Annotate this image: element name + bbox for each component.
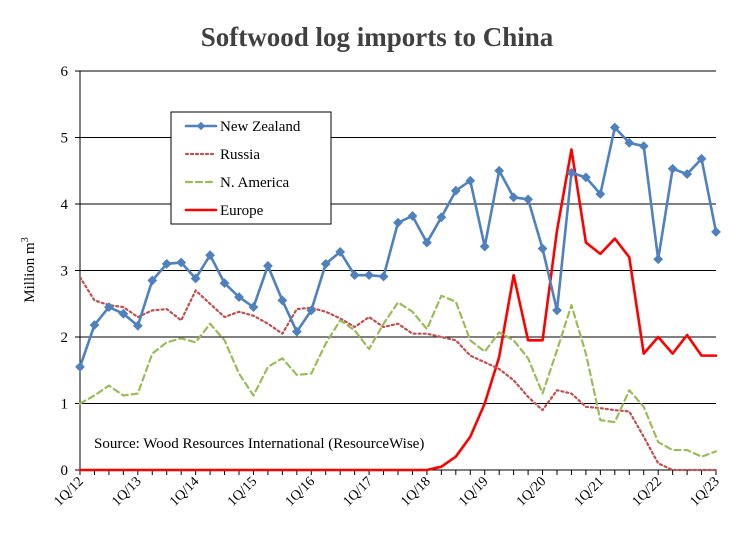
data-point-new-zealand [248, 302, 259, 312]
data-point-new-zealand [219, 278, 230, 289]
data-point-new-zealand [465, 175, 476, 186]
data-point-new-zealand [335, 246, 346, 257]
y-tick-label: 0 [61, 463, 69, 479]
legend-marker-new-zealand [196, 121, 206, 131]
data-point-new-zealand [595, 189, 606, 199]
data-point-new-zealand [132, 320, 143, 331]
data-point-new-zealand [234, 292, 244, 303]
data-point-new-zealand [667, 163, 678, 174]
y-axis-label-text: Million m [22, 242, 38, 303]
y-tick-label: 1 [61, 397, 69, 413]
y-tick-label: 6 [61, 64, 69, 80]
data-point-new-zealand [581, 172, 591, 183]
y-tick-labels: 0 1 2 3 4 5 6 [61, 64, 69, 479]
data-point-new-zealand [306, 305, 317, 316]
data-point-new-zealand [450, 185, 461, 196]
data-point-new-zealand [479, 241, 490, 252]
series-line-n-america [78, 294, 718, 458]
data-point-new-zealand [263, 260, 273, 271]
data-point-new-zealand [653, 254, 664, 265]
series-line-russia [78, 276, 718, 472]
y-tick-label: 5 [61, 131, 69, 147]
data-point-new-zealand [190, 273, 201, 284]
y-tick-label: 2 [61, 330, 69, 346]
legend-box [170, 111, 332, 225]
data-point-new-zealand [436, 212, 447, 223]
data-point-new-zealand [349, 270, 360, 281]
data-point-new-zealand [176, 257, 187, 268]
data-point-new-zealand [566, 167, 577, 178]
data-point-new-zealand [494, 165, 505, 176]
data-point-new-zealand [609, 122, 620, 133]
y-axis-label-superscript: 3 [20, 237, 31, 242]
data-point-new-zealand [537, 243, 548, 254]
data-point-new-zealand [118, 308, 129, 319]
legend-label-russia: Russia [220, 147, 260, 163]
data-point-new-zealand [407, 211, 418, 221]
data-point-new-zealand [378, 271, 389, 282]
data-point-new-zealand [682, 169, 692, 179]
data-point-new-zealand [552, 305, 562, 316]
data-point-new-zealand [508, 192, 519, 203]
y-axis-label: Million m3 [20, 237, 38, 302]
data-point-new-zealand [291, 326, 302, 337]
data-point-new-zealand [89, 320, 100, 330]
data-point-new-zealand [277, 295, 288, 306]
data-point-new-zealand [393, 217, 403, 228]
data-point-new-zealand [422, 237, 432, 248]
data-point-new-zealand [711, 227, 721, 237]
data-point-new-zealand [364, 270, 374, 281]
data-point-new-zealand [320, 258, 331, 269]
chart-title: Softwood log imports to China [201, 22, 554, 52]
data-point-new-zealand [147, 275, 158, 286]
source-note: Source: Wood Resources International (Re… [94, 436, 424, 452]
data-point-new-zealand [161, 258, 172, 269]
series-line-europe [78, 148, 718, 472]
data-point-new-zealand [638, 141, 649, 152]
y-tick-label: 3 [61, 264, 69, 280]
data-series [75, 122, 721, 472]
data-point-new-zealand [75, 362, 85, 372]
data-point-new-zealand [696, 153, 707, 164]
legend-label-new-zealand: New Zealand [220, 119, 301, 135]
data-point-new-zealand [104, 302, 114, 312]
data-point-new-zealand [523, 194, 533, 205]
legend-label-n-america: N. America [220, 175, 289, 191]
legend: New Zealand Russia N. America Europe [170, 111, 332, 225]
y-tick-label: 4 [61, 197, 69, 213]
data-point-new-zealand [624, 137, 635, 148]
data-point-new-zealand [205, 250, 215, 261]
legend-label-europe: Europe [220, 203, 264, 219]
